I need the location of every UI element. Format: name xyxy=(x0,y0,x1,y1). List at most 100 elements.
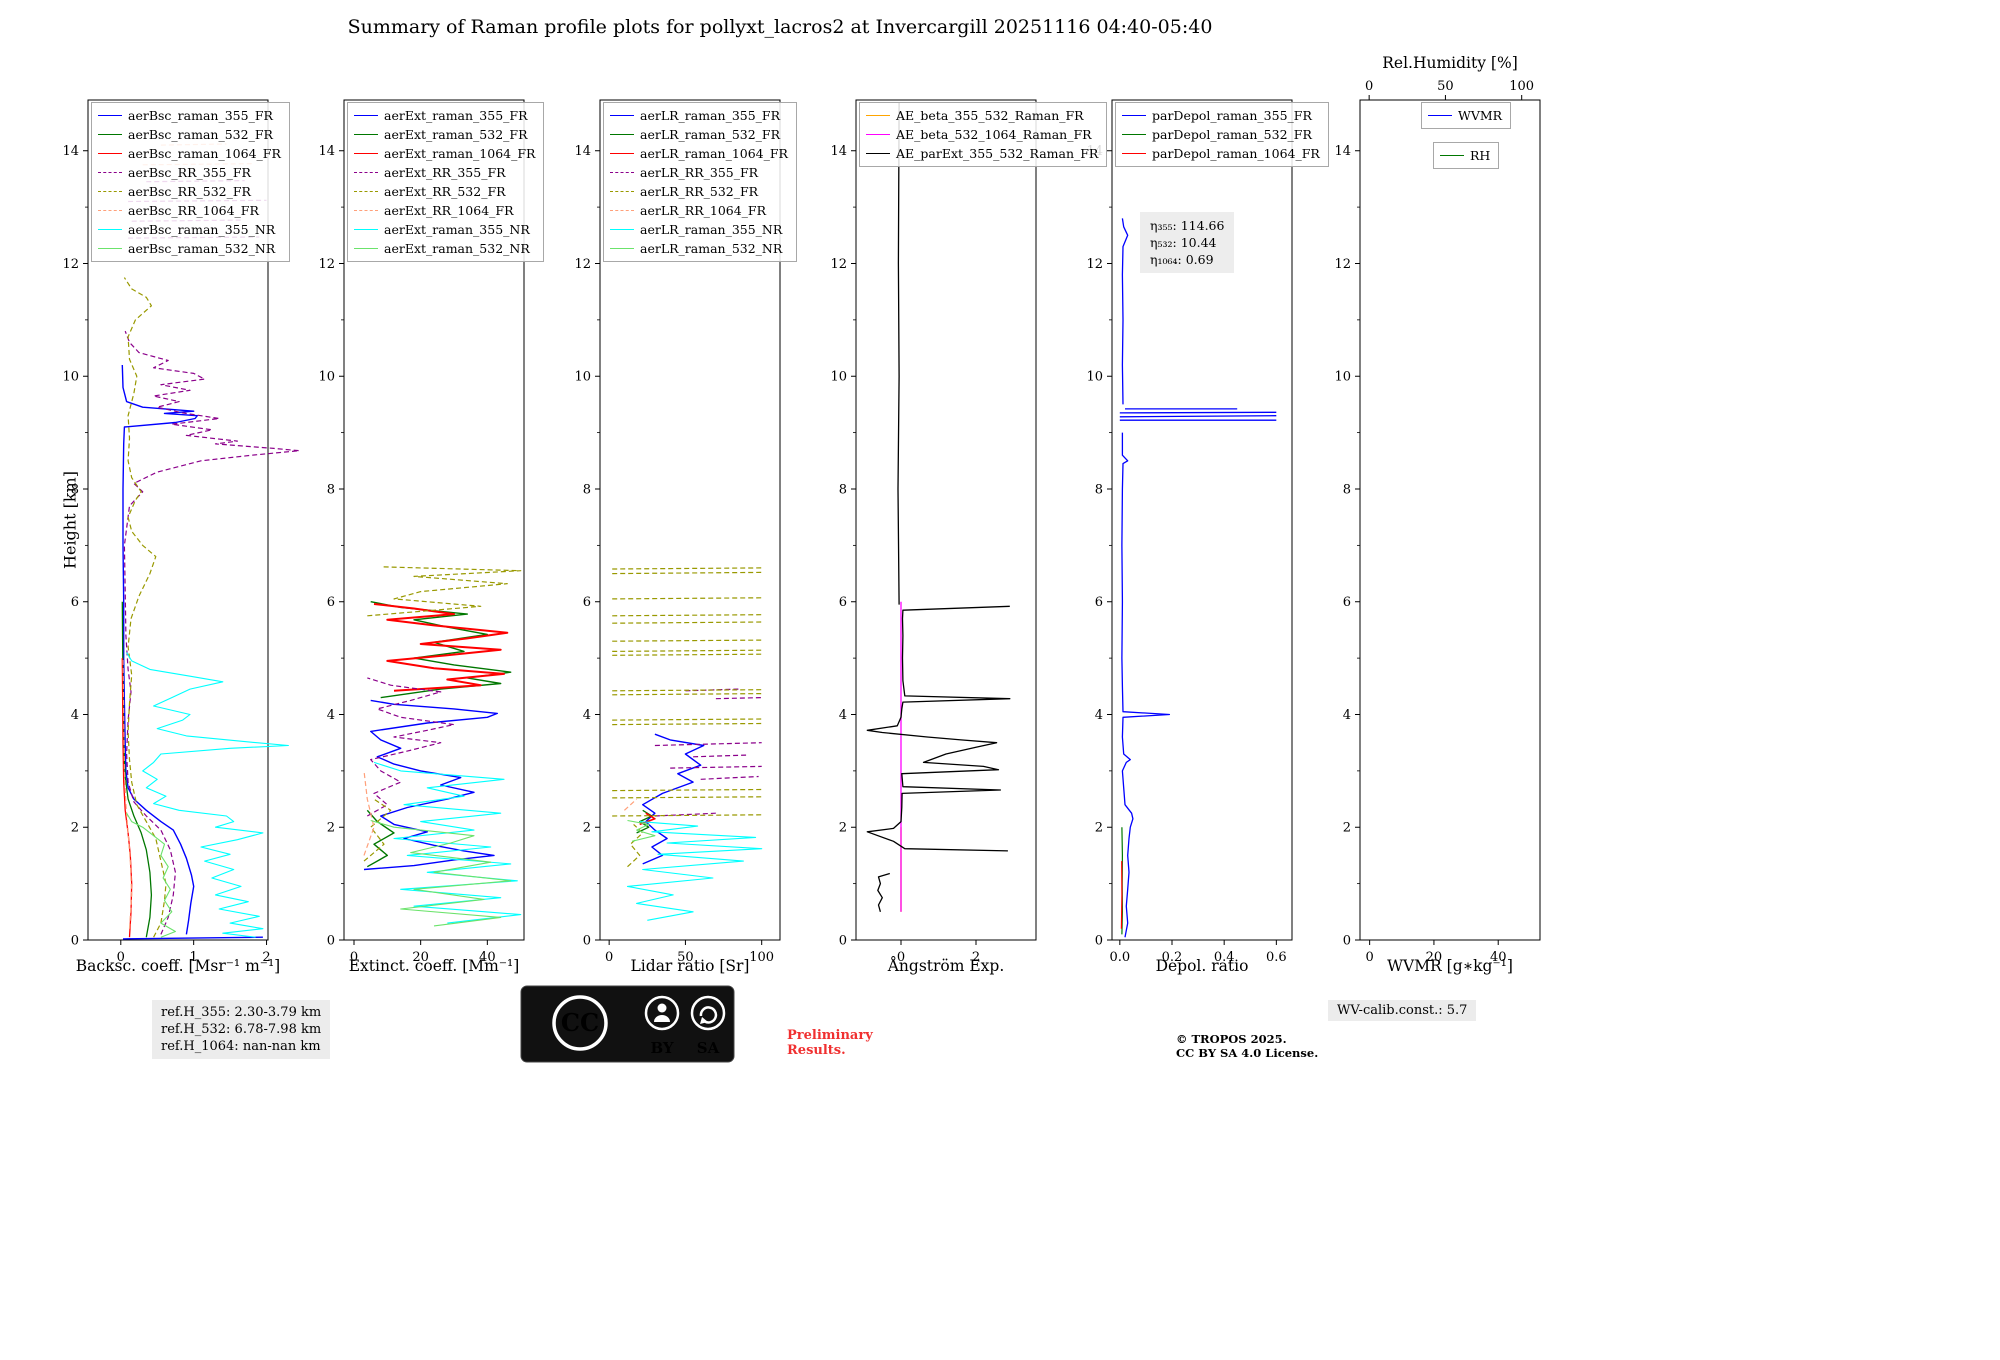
y-tick-label: 2 xyxy=(327,821,335,836)
y-tick-label: 6 xyxy=(583,595,591,610)
by-person-head xyxy=(657,1003,667,1013)
y-tick-label: 2 xyxy=(1343,821,1351,836)
legend-line-sample xyxy=(1122,153,1146,154)
legend-line-sample xyxy=(354,191,378,192)
ref-h-355: ref.H_355: 2.30-3.79 km xyxy=(161,1005,322,1020)
eta-355: η₃₅₅: 114.66 xyxy=(1150,218,1225,233)
x-tick-label: 40 xyxy=(479,950,496,965)
y-tick-label: 0 xyxy=(583,934,591,949)
sa-arrow-head xyxy=(700,1017,708,1024)
legend-label: aerBsc_raman_1064_FR xyxy=(128,146,281,161)
series-aerLR_RR_532_FR xyxy=(612,571,762,575)
y-tick-label: 12 xyxy=(318,257,335,272)
y-tick-label: 4 xyxy=(71,708,79,723)
legend-label: parDepol_raman_355_FR xyxy=(1152,108,1312,123)
series-aerLR_RR_532_FR xyxy=(612,649,762,653)
ref-h-532: ref.H_532: 6.78-7.98 km xyxy=(161,1022,322,1037)
legend-line-sample xyxy=(98,229,122,230)
series-aerBsc_raman_355_FR xyxy=(121,364,199,935)
legend-item: aerExt_RR_355_FR xyxy=(354,163,535,182)
legend-item: WVMR xyxy=(1428,106,1502,125)
series-aerLR_RR_532_FR xyxy=(612,614,762,617)
x-tick-label: 0 xyxy=(350,950,358,965)
y-tick-label: 10 xyxy=(62,370,79,385)
legend-item: parDepol_raman_1064_FR xyxy=(1122,144,1320,163)
by-label: BY xyxy=(650,1039,673,1057)
legend-line-sample xyxy=(354,248,378,249)
eta-1064: η₁₀₆₄: 0.69 xyxy=(1150,252,1214,267)
legend-item: aerBsc_raman_355_NR xyxy=(98,220,281,239)
legend-line-sample xyxy=(98,134,122,135)
legend-line-sample xyxy=(610,248,634,249)
legend-line-sample xyxy=(610,172,634,173)
x-tick-label: 2 xyxy=(972,950,980,965)
xlabel-depol: Depol. ratio xyxy=(1155,957,1249,975)
legend: aerExt_raman_355_FR aerExt_raman_532_FR ae… xyxy=(347,102,545,262)
legend: aerLR_raman_355_FR aerLR_raman_532_FR aerL… xyxy=(603,102,797,262)
legend-item: AE_beta_532_1064_Raman_FR xyxy=(866,125,1098,144)
series-parDepol_raman_1064_FR xyxy=(1120,861,1123,929)
legend-line-sample xyxy=(354,229,378,230)
series-aerLR_RR_355_FR xyxy=(715,697,762,700)
preliminary-line-1: Preliminary xyxy=(787,1028,873,1043)
legend-item: AE_parExt_355_532_Raman_FR xyxy=(866,144,1098,163)
legend-label: aerExt_RR_355_FR xyxy=(384,165,506,180)
y-tick-label: 8 xyxy=(327,482,335,497)
legend-line-sample xyxy=(354,172,378,173)
legend-label: aerBsc_raman_355_NR xyxy=(128,222,276,237)
legend-line-sample xyxy=(610,153,634,154)
y-tick-label: 2 xyxy=(71,821,79,836)
y-tick-label: 12 xyxy=(574,257,591,272)
legend-line-sample xyxy=(354,210,378,211)
legend-item: RH xyxy=(1440,146,1490,165)
series-aerExt_raman_532_NR xyxy=(370,819,512,927)
series-aerLR_RR_532_FR xyxy=(612,689,762,692)
axes-frame-backscatter xyxy=(87,99,269,941)
y-tick-label: 8 xyxy=(1343,482,1351,497)
legend-label: AE_beta_355_532_Raman_FR xyxy=(896,108,1084,123)
x-tick-label: 0.0 xyxy=(1109,950,1130,965)
legend-label: aerExt_raman_355_NR xyxy=(384,222,530,237)
series-aerExt_raman_532_FR xyxy=(366,809,395,868)
series-aerLR_RR_532_FR xyxy=(612,639,762,642)
legend: parDepol_raman_355_FR parDepol_raman_532_… xyxy=(1115,102,1329,167)
y-tick-label: 8 xyxy=(839,482,847,497)
legend-line-sample xyxy=(98,248,122,249)
y-tick-label: 2 xyxy=(583,821,591,836)
legend-item: aerLR_raman_532_FR xyxy=(610,125,788,144)
legend-label: RH xyxy=(1470,148,1491,163)
y-tick-label: 10 xyxy=(830,370,847,385)
legend-item: parDepol_raman_355_FR xyxy=(1122,106,1320,125)
legend-line-sample xyxy=(98,153,122,154)
legend-line-sample xyxy=(866,153,890,154)
y-tick-label: 6 xyxy=(1095,595,1103,610)
y-tick-label: 6 xyxy=(839,595,847,610)
axes-frame-extinction xyxy=(343,99,525,941)
preliminary-line-2: Results. xyxy=(787,1043,846,1058)
axes-frame-depol xyxy=(1111,99,1293,941)
legend-item: aerBsc_raman_355_FR xyxy=(98,106,281,125)
legend-label: AE_parExt_355_532_Raman_FR xyxy=(896,146,1099,161)
top-tick-label: 100 xyxy=(1509,79,1534,94)
legend-item: aerLR_raman_1064_FR xyxy=(610,144,788,163)
legend-item: aerExt_raman_532_NR xyxy=(354,239,535,258)
series-aerLR_RR_532_FR xyxy=(612,718,762,721)
tropos-line: © TROPOS 2025. xyxy=(1176,1032,1287,1046)
xlabel-lidar-ratio: Lidar ratio [Sr] xyxy=(630,957,750,975)
sa-arrow-arc xyxy=(699,1006,718,1024)
legend-line-sample xyxy=(98,115,122,116)
legend-line-sample xyxy=(98,172,122,173)
legend-item: aerLR_RR_355_FR xyxy=(610,163,788,182)
series-aerExt_raman_1064_FR xyxy=(373,603,509,692)
legend-label: parDepol_raman_1064_FR xyxy=(1152,146,1320,161)
legend-label: aerLR_raman_355_FR xyxy=(640,108,781,123)
top-tick-label: 0 xyxy=(1365,79,1373,94)
legend-line-sample xyxy=(354,115,378,116)
series-aerBsc_RR_532_FR xyxy=(123,277,167,938)
x-tick-label: 20 xyxy=(1426,950,1443,965)
y-tick-label: 4 xyxy=(1095,708,1103,723)
legend-line-sample xyxy=(866,134,890,135)
legend-label: aerLR_raman_532_FR xyxy=(640,127,781,142)
xlabel-angstrom: Ångström Exp. xyxy=(887,957,1005,975)
legend-label: aerExt_raman_355_FR xyxy=(384,108,528,123)
